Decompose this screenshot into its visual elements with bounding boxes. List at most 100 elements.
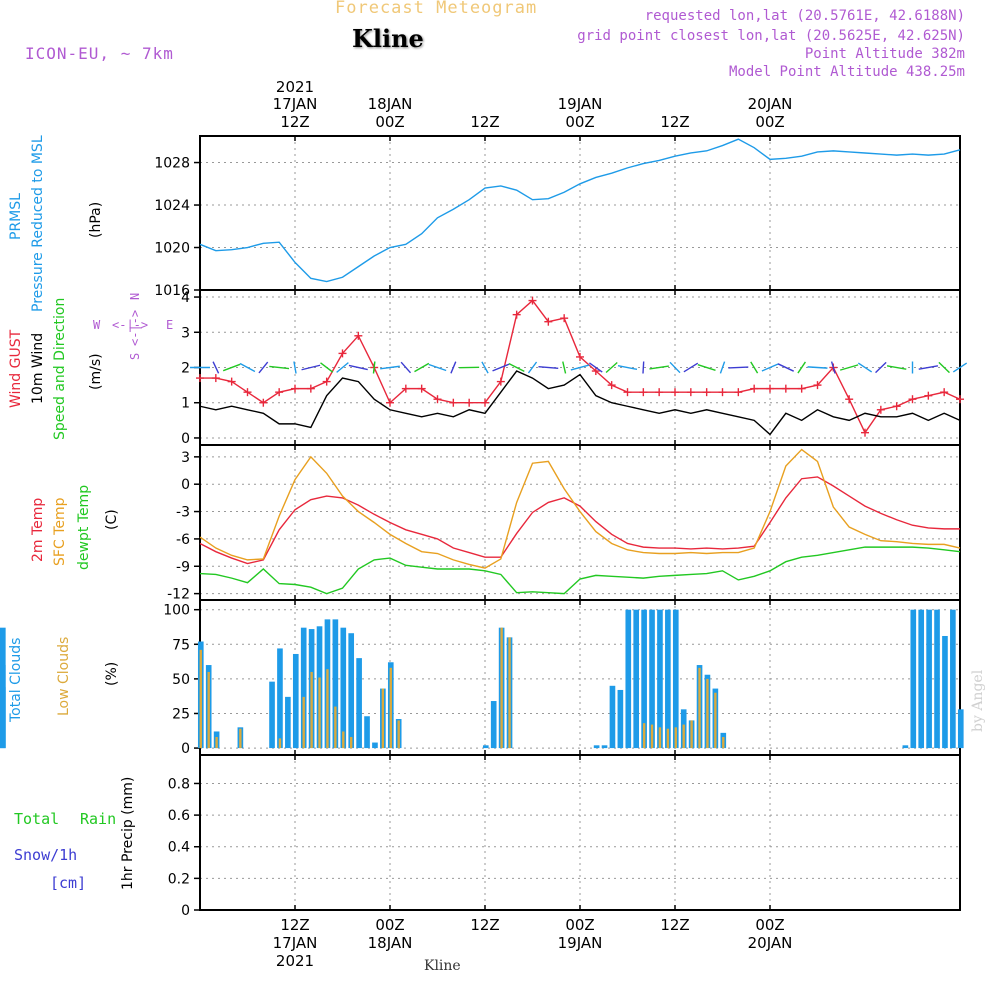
y-tick-label: -3: [176, 505, 190, 521]
wind-direction-arrow: [301, 364, 321, 371]
total-cloud-bar: [950, 609, 956, 749]
precip-rain-label: Rain: [80, 810, 117, 828]
wind-direction-arrow: [336, 362, 349, 373]
wind-direction-arrow: [642, 361, 645, 374]
wind-direction-arrow: [605, 362, 618, 373]
total-cloud-bar: [277, 648, 283, 749]
wind-direction-arrow: [414, 362, 430, 373]
wind-direction-arrow: [857, 362, 873, 373]
y-tick-label: 0.6: [168, 808, 190, 824]
total-cloud-bar: [942, 635, 948, 749]
top-time-hour: 00Z: [375, 113, 404, 131]
wind-direction-arrow: [918, 365, 939, 370]
total-cloud-bar: [641, 609, 647, 749]
total-cloud-bar: [657, 609, 663, 749]
wind-direction-arrow: [669, 361, 681, 374]
total-cloud-bar: [348, 633, 355, 749]
low-cloud-bar: [389, 667, 392, 749]
y-tick-label: 75: [172, 637, 190, 653]
top-time-year: 2021: [276, 78, 314, 96]
y-tick-label: 3: [181, 325, 190, 341]
total-cloud-bar: [332, 619, 339, 749]
low-cloud-bar: [207, 671, 210, 749]
top-time-date: 19JAN: [558, 95, 603, 113]
low-cloud-bar: [342, 731, 345, 749]
model-label: ICON-EU, ~ 7km: [25, 44, 174, 63]
wind-direction-arrow: [538, 365, 559, 370]
compass-e: E: [166, 318, 174, 332]
low-cloud-bar: [706, 678, 709, 749]
top-time-hour: 00Z: [755, 113, 784, 131]
wind-direction-arrow: [481, 361, 489, 374]
top-time-hour: 12Z: [470, 113, 499, 131]
y-tick-label: 0: [181, 903, 190, 919]
wind-direction-arrow: [212, 361, 220, 374]
total-cloud-bar: [926, 609, 932, 749]
top-time-hour: 00Z: [565, 113, 594, 131]
wind-direction-arrow: [839, 364, 859, 371]
total-cloud-bar: [0, 627, 6, 749]
wind-direction-arrow: [807, 366, 828, 369]
y-tick-label: 3: [181, 450, 190, 466]
wind-direction-arrow: [697, 364, 716, 371]
top-time-date: 18JAN: [368, 95, 413, 113]
bottom-time-hour: 12Z: [660, 916, 689, 934]
bottom-time-hour: 12Z: [280, 916, 309, 934]
wind-direction-arrow: [428, 363, 447, 372]
wind-direction-arrow: [320, 362, 334, 373]
total-cloud-bar: [617, 689, 624, 749]
low-cloud-bar: [350, 737, 353, 749]
wind-direction-arrow: [258, 361, 269, 374]
meteogram-title: Forecast Meteogram: [335, 0, 538, 18]
y-tick-label: 1: [181, 396, 190, 412]
panel-frame: [199, 754, 961, 911]
wind-direction-arrow: [728, 366, 749, 369]
wind-direction-arrow: [952, 362, 968, 373]
bottom-time-date: 17JAN: [273, 934, 318, 952]
wind-direction-arrow: [938, 361, 950, 374]
series-line-2m-temp: [199, 476, 960, 565]
low-cloud-bar: [199, 649, 202, 749]
model-point-altitude: Model Point Altitude 438.25m: [728, 64, 965, 80]
series-line-sfc-temp: [199, 448, 961, 569]
y-tick-label: -12: [167, 587, 190, 603]
bottom-time-date: 18JAN: [368, 934, 413, 952]
gridpoint-coords: grid point closest lon,lat (20.5625E, 42…: [577, 28, 965, 44]
bottom-time-year: 2021: [276, 952, 314, 970]
total-cloud-bar: [372, 742, 378, 749]
low-cloud-bar: [334, 706, 337, 749]
wind-direction-arrow: [683, 362, 699, 373]
wind-direction-arrow: [719, 361, 726, 374]
footer-location: Kline: [424, 958, 461, 974]
wind-direction-arrow: [508, 363, 525, 372]
wind-direction-arrow: [450, 361, 457, 374]
wind-direction-arrow: [527, 361, 538, 374]
precip-cm-label: [cm]: [50, 874, 87, 892]
requested-coords: requested lon,lat (20.5761E, 42.6188N): [644, 8, 965, 24]
low-cloud-bar: [508, 637, 511, 749]
wind-direction-arrow: [588, 362, 603, 373]
compass-w: W: [93, 318, 101, 332]
wind-direction-arrow: [492, 363, 510, 372]
low-cloud-bar: [278, 738, 282, 749]
bottom-time-date: 20JAN: [748, 934, 793, 952]
series-line-10m-wind: [199, 370, 961, 436]
low-cloud-bar: [310, 671, 313, 749]
y-tick-label: 0.2: [168, 871, 190, 887]
total-cloud-bar: [601, 745, 608, 749]
y-tick-label: 1028: [154, 156, 190, 172]
total-cloud-bar: [918, 609, 925, 749]
low-cloud-bar: [682, 724, 685, 749]
y-tick-label: 4: [181, 290, 190, 306]
low-cloud-bar: [714, 692, 717, 749]
wind-direction-arrow: [750, 361, 759, 374]
wind-direction-arrow: [562, 361, 567, 374]
low-cloud-bar: [698, 667, 701, 749]
wind-direction-arrow: [372, 361, 376, 374]
total-cloud-bar: [285, 696, 291, 749]
wind-direction-arrow: [797, 361, 806, 374]
wind-direction-arrow: [886, 365, 907, 370]
total-cloud-bar: [910, 609, 917, 749]
y-tick-label: 50: [172, 672, 190, 688]
low-cloud-bar: [722, 737, 725, 749]
